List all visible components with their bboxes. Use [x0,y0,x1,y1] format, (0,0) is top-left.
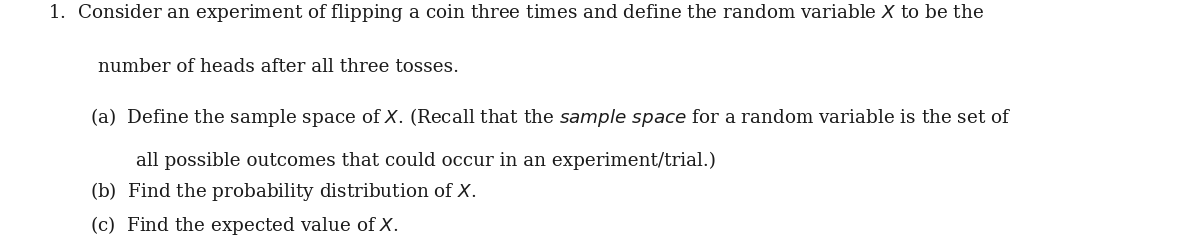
Text: all possible outcomes that could occur in an experiment/trial.): all possible outcomes that could occur i… [136,152,715,170]
Text: (c)  Find the expected value of $X$.: (c) Find the expected value of $X$. [90,214,398,237]
Text: number of heads after all three tosses.: number of heads after all three tosses. [98,59,460,76]
Text: 1.  Consider an experiment of flipping a coin three times and define the random : 1. Consider an experiment of flipping a … [48,2,984,24]
Text: (a)  Define the sample space of $X$. (Recall that the $\it{sample\ space}$ for a: (a) Define the sample space of $X$. (Rec… [90,106,1012,129]
Text: (b)  Find the probability distribution of $X$.: (b) Find the probability distribution of… [90,180,476,203]
